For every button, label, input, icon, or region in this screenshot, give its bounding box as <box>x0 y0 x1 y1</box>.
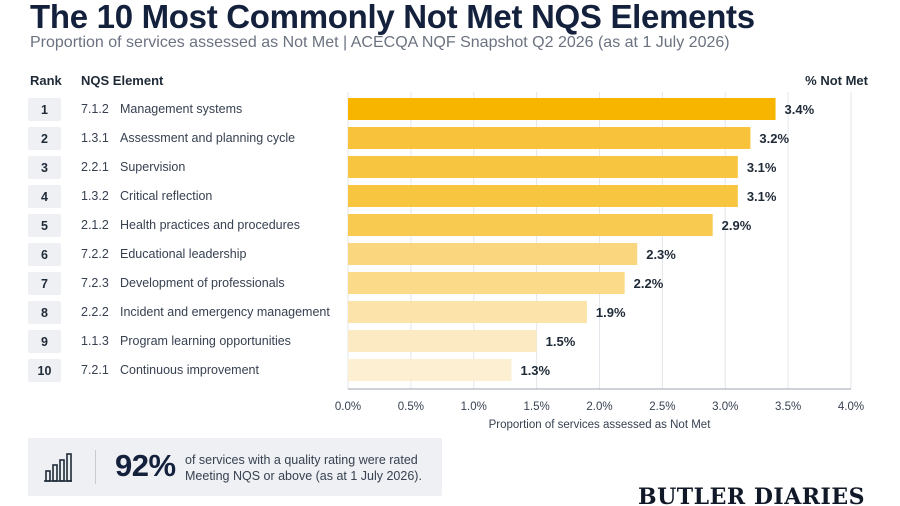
x-tick-label: 3.0% <box>712 401 738 413</box>
bar-value-label: 3.1% <box>747 189 777 204</box>
element-name: Supervision <box>120 160 186 174</box>
bar-value-label: 1.5% <box>546 334 576 349</box>
callout-divider <box>95 450 96 484</box>
element-code: 7.1.2 <box>81 102 109 116</box>
element-code: 2.1.2 <box>81 218 109 232</box>
rank-badge: 5 <box>28 214 61 237</box>
element-name: Development of professionals <box>120 276 285 290</box>
element-name: Critical reflection <box>120 189 213 203</box>
element-code: 1.3.2 <box>81 189 109 203</box>
callout-value: 92% <box>115 448 176 483</box>
element-code: 7.2.1 <box>81 363 109 377</box>
element-name: Educational leadership <box>120 247 247 261</box>
rank-badge: 7 <box>28 272 61 295</box>
x-axis-label: Proportion of services assessed as Not M… <box>488 419 711 431</box>
rank-badge: 10 <box>28 359 61 382</box>
x-tick-label: 1.0% <box>461 401 487 413</box>
element-column-header: NQS Element <box>81 73 164 88</box>
element-code: 2.2.2 <box>81 305 109 319</box>
element-name: Management systems <box>120 102 243 116</box>
bar <box>348 359 512 381</box>
rank-badge: 1 <box>28 98 61 121</box>
bar-value-label: 2.9% <box>722 218 752 233</box>
bar <box>348 301 587 323</box>
bar <box>348 272 625 294</box>
x-tick-label: 0.5% <box>398 401 424 413</box>
bar-value-label: 3.4% <box>785 102 815 117</box>
brand-logo: BUTLER DIARIES <box>638 484 865 506</box>
x-tick-label: 2.5% <box>649 401 675 413</box>
x-tick-label: 0.0% <box>335 401 361 413</box>
rank-badge: 9 <box>28 330 61 353</box>
bar <box>348 185 738 207</box>
bar-value-label: 1.3% <box>520 363 550 378</box>
bar-value-label: 1.9% <box>596 305 626 320</box>
page-subtitle: Proportion of services assessed as Not M… <box>30 34 730 51</box>
element-code: 1.3.1 <box>81 131 109 145</box>
element-name: Assessment and planning cycle <box>120 131 296 145</box>
element-name: Incident and emergency management <box>120 305 330 319</box>
bar <box>348 214 713 236</box>
page-title: The 10 Most Commonly Not Met NQS Element… <box>30 0 755 35</box>
percent-column-header: % Not Met <box>805 73 868 88</box>
bar <box>348 243 638 265</box>
element-code: 2.2.1 <box>81 160 109 174</box>
element-code: 1.1.3 <box>81 334 109 348</box>
bar <box>348 156 738 178</box>
rank-badge: 4 <box>28 185 61 208</box>
rank-badge: 2 <box>28 127 61 150</box>
x-tick-label: 2.0% <box>586 401 612 413</box>
rank-badge: 3 <box>28 156 61 179</box>
bar <box>348 330 537 352</box>
element-code: 7.2.2 <box>81 247 109 261</box>
element-name: Continuous improvement <box>120 363 259 377</box>
rank-badge: 6 <box>28 243 61 266</box>
x-tick-label: 1.5% <box>524 401 550 413</box>
x-tick-label: 3.5% <box>775 401 801 413</box>
summary-callout: 92% of services with a quality rating we… <box>28 438 442 496</box>
bar-value-label: 3.1% <box>747 160 777 175</box>
bar-value-label: 2.2% <box>634 276 664 291</box>
bar <box>348 98 776 120</box>
rank-badge: 8 <box>28 301 61 324</box>
bar-value-label: 3.2% <box>759 131 789 146</box>
bar-value-label: 2.3% <box>646 247 676 262</box>
bar <box>348 127 751 149</box>
callout-text: of services with a quality rating were r… <box>185 453 422 483</box>
bar-chart-icon <box>44 453 72 482</box>
element-name: Program learning opportunities <box>120 334 291 348</box>
x-tick-label: 4.0% <box>838 401 864 413</box>
element-code: 7.2.3 <box>81 276 109 290</box>
element-name: Health practices and procedures <box>120 218 300 232</box>
rank-column-header: Rank <box>30 73 62 88</box>
